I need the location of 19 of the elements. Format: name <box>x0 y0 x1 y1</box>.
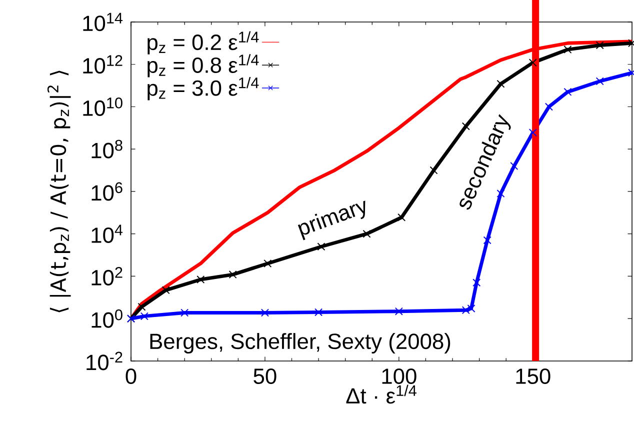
y-tick-label: 10$^{2}$ <box>92 267 122 286</box>
legend-label: p$_{z}$ = 3.0 ε$^{1/4}$ <box>148 77 259 100</box>
annotation: Berges, Scheffler, Sexty (2008) <box>150 333 450 354</box>
y-axis-title: ⟨ |A(t,p$_{z}$) / A(t=0, p$_{z}$)|$^{2}$ ⟩ <box>47 70 71 312</box>
legend-label: p$_{z}$ = 0.8 ε$^{1/4}$ <box>148 54 259 78</box>
y-tick-label: 10$^{-2}$ <box>86 352 122 370</box>
y-tick-label: 10$^{8}$ <box>92 140 122 158</box>
legend-label: p$_{z}$ = 0.2 ε$^{1/4}$ <box>148 31 259 54</box>
x-tick-label: 0 <box>126 368 136 384</box>
y-tick-label: 10$^{10}$ <box>83 98 122 116</box>
x-tick-label: 50 <box>254 368 276 384</box>
y-tick-label: 10$^{4}$ <box>92 224 123 243</box>
y-tick-label: 10$^{12}$ <box>83 55 122 74</box>
x-tick-label: 100 <box>382 368 416 384</box>
x-tick-label: 150 <box>516 368 550 384</box>
y-tick-label: 10$^{0}$ <box>92 309 122 328</box>
x-axis-title: Δt · ε$^{1/4}$ <box>346 384 416 404</box>
y-tick-label: 10$^{14}$ <box>83 12 123 32</box>
y-tick-label: 10$^{6}$ <box>92 182 122 201</box>
